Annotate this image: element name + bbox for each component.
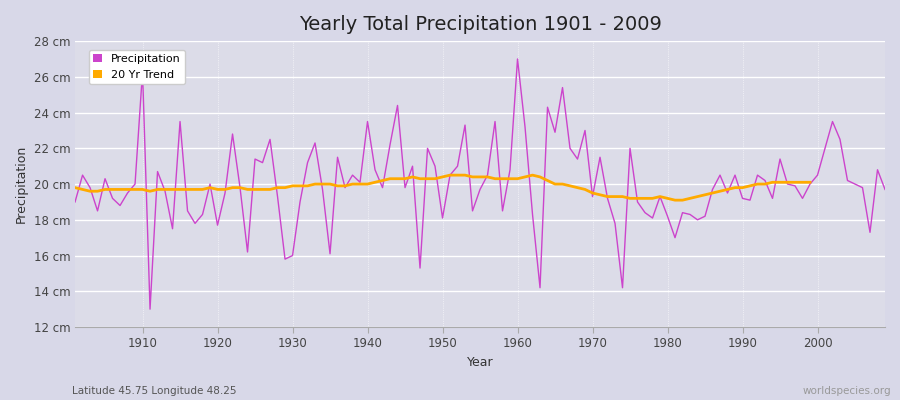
Text: Latitude 45.75 Longitude 48.25: Latitude 45.75 Longitude 48.25 [72,386,237,396]
Legend: Precipitation, 20 Yr Trend: Precipitation, 20 Yr Trend [89,50,185,84]
Text: worldspecies.org: worldspecies.org [803,386,891,396]
Y-axis label: Precipitation: Precipitation [15,145,28,223]
X-axis label: Year: Year [467,356,493,369]
Title: Yearly Total Precipitation 1901 - 2009: Yearly Total Precipitation 1901 - 2009 [299,15,662,34]
